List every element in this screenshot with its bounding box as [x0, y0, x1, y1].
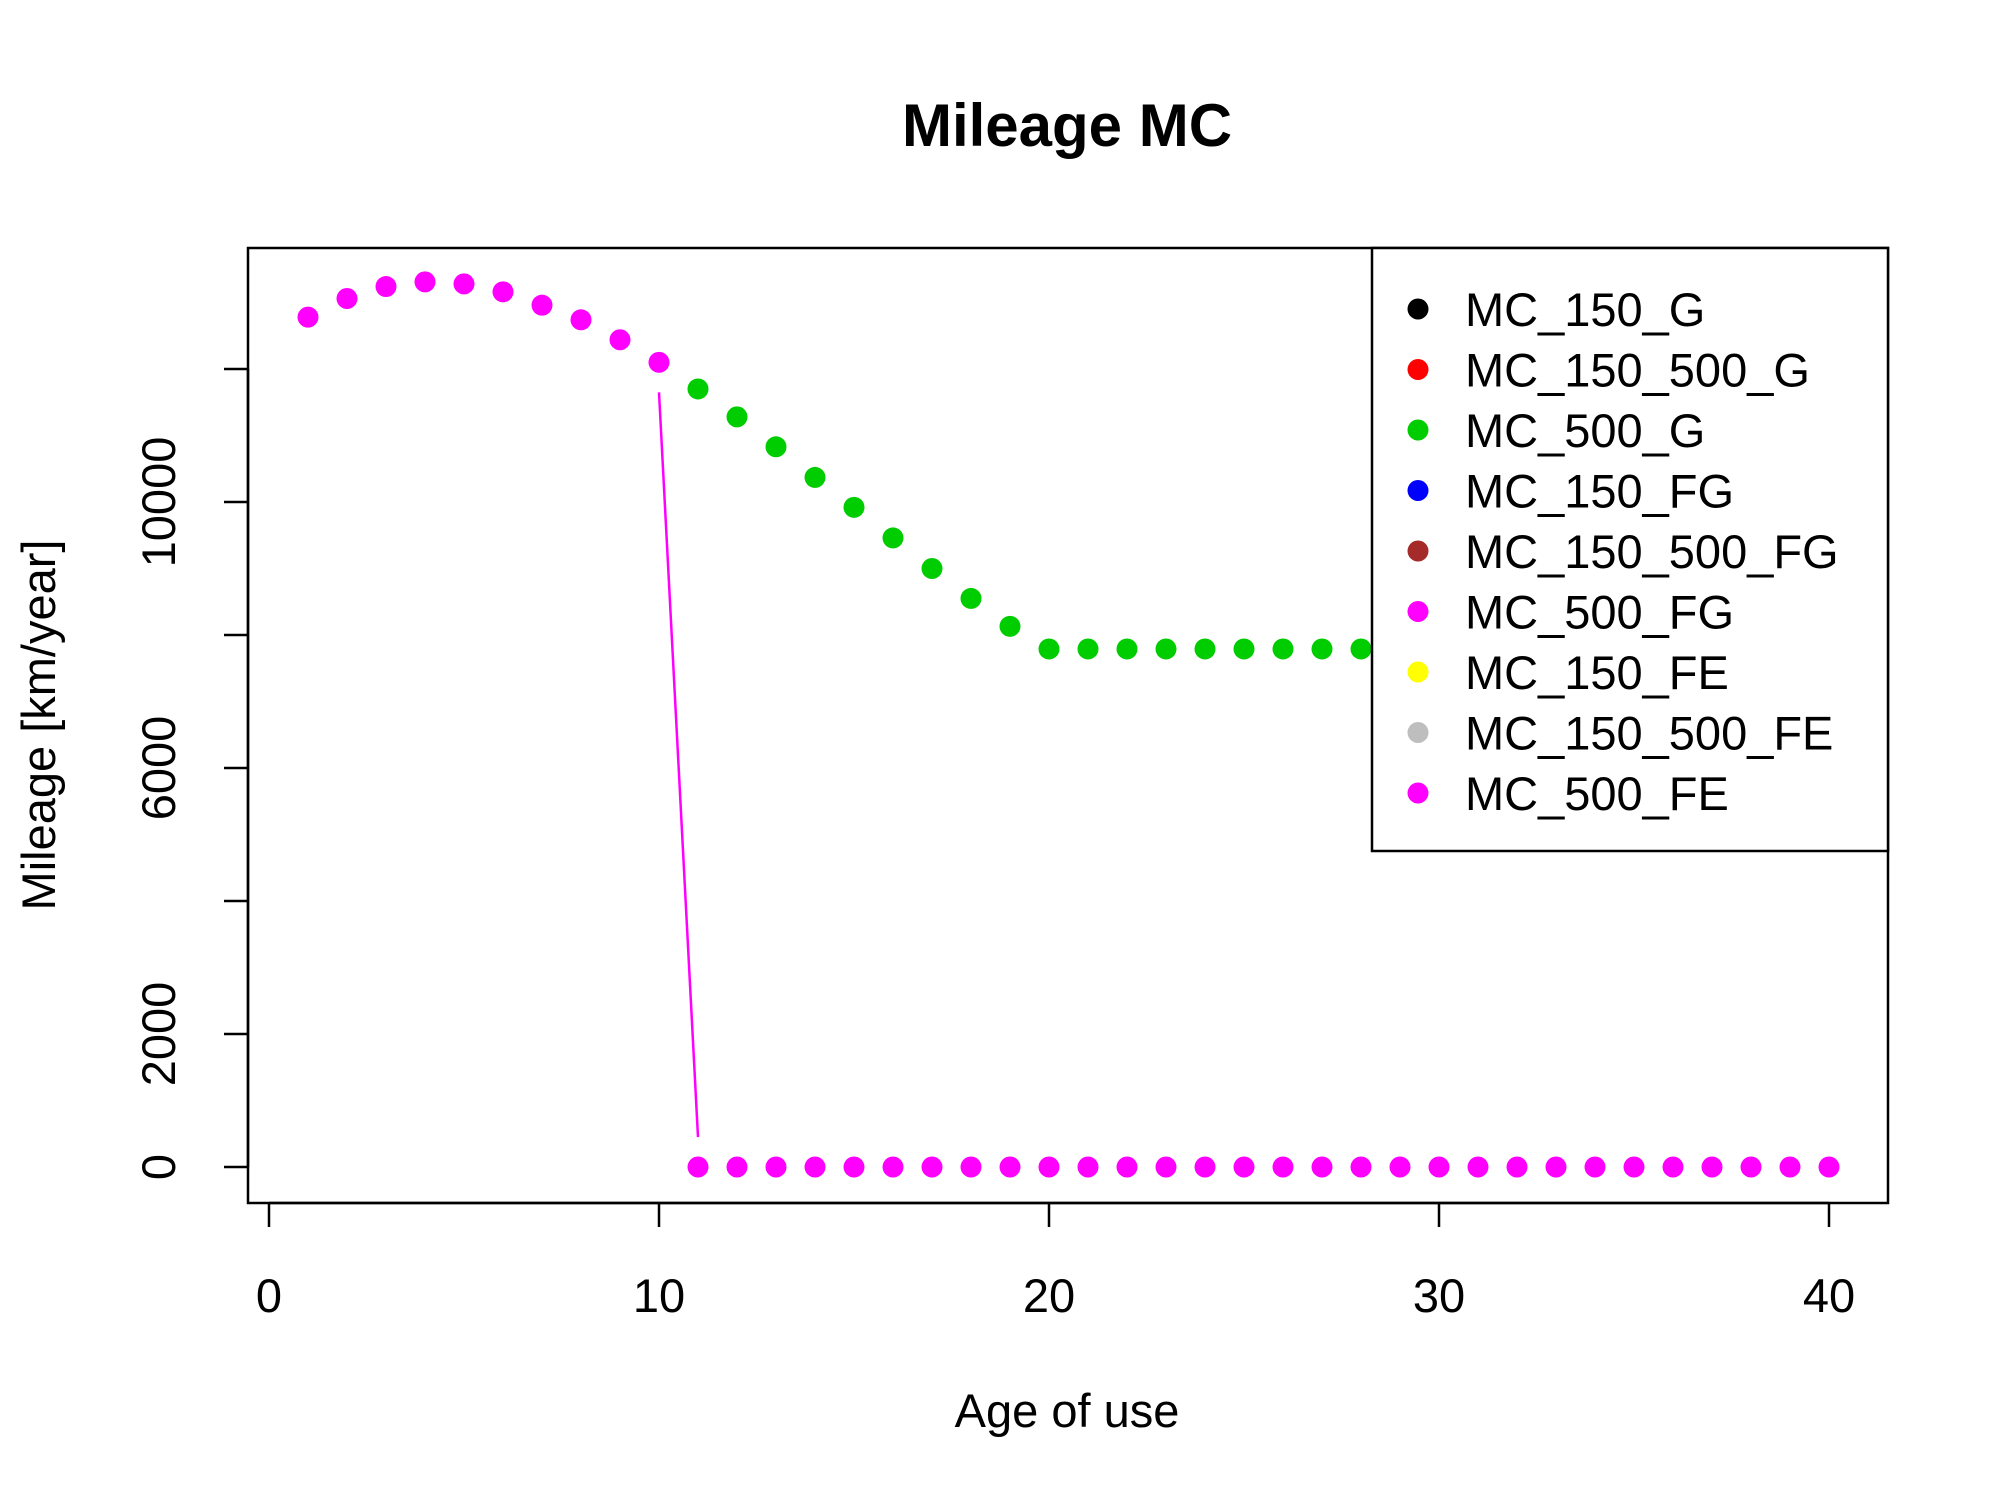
data-point — [1311, 638, 1333, 660]
data-point — [1545, 1156, 1567, 1178]
data-point — [726, 406, 748, 428]
x-tick-label: 10 — [633, 1269, 685, 1322]
y-tick-label: 10000 — [132, 437, 185, 568]
data-point — [1701, 1156, 1723, 1178]
data-point — [453, 273, 475, 295]
data-point — [570, 309, 592, 331]
data-point — [1038, 638, 1060, 660]
x-tick-label: 40 — [1803, 1269, 1855, 1322]
legend-marker — [1407, 661, 1429, 683]
legend-marker — [1407, 601, 1429, 622]
data-point — [1584, 1156, 1606, 1178]
y-axis: 0 2000 6000 10000 — [132, 367, 250, 1180]
legend-marker — [1407, 419, 1429, 441]
data-point — [804, 1156, 826, 1178]
data-point — [1740, 1156, 1762, 1178]
legend-label: MC_150_FE — [1465, 646, 1729, 699]
legend-label: MC_150_500_G — [1465, 344, 1810, 397]
data-point — [1818, 1156, 1840, 1178]
data-point — [1350, 1156, 1372, 1178]
data-point — [1194, 1156, 1216, 1178]
data-point — [1428, 1156, 1450, 1178]
legend-label: MC_500_FG — [1465, 586, 1734, 639]
legend-label: MC_500_G — [1465, 404, 1705, 457]
data-point — [804, 466, 826, 488]
legend-box — [1370, 246, 1890, 853]
legend-label: MC_150_500_FE — [1465, 707, 1833, 760]
data-point — [999, 1156, 1021, 1178]
data-point — [1623, 1156, 1645, 1178]
data-point — [1038, 1156, 1060, 1178]
data-point — [375, 276, 397, 298]
data-point — [960, 1156, 982, 1178]
data-point — [765, 436, 787, 458]
data-point — [1116, 638, 1138, 660]
points-layer — [297, 271, 1840, 1178]
data-point — [1662, 1156, 1684, 1178]
data-point — [726, 1156, 748, 1178]
legend-marker — [1407, 782, 1429, 804]
data-point — [1350, 638, 1372, 660]
legend-marker — [1407, 359, 1429, 380]
data-point — [921, 558, 943, 579]
data-point — [1233, 1156, 1255, 1178]
y-tick-label: 6000 — [132, 716, 185, 821]
legend-marker — [1407, 480, 1429, 501]
x-tick-label: 20 — [1023, 1269, 1075, 1322]
data-point — [336, 288, 358, 310]
legend-marker — [1407, 722, 1429, 743]
line-layer — [657, 392, 700, 1138]
data-point — [297, 306, 319, 328]
data-point — [1077, 1156, 1099, 1178]
data-point — [1116, 1156, 1138, 1178]
x-axis-label: Age of use — [955, 1384, 1180, 1437]
data-point — [648, 351, 670, 373]
data-point — [414, 271, 436, 293]
data-point — [765, 1156, 787, 1178]
data-point — [1233, 638, 1255, 660]
data-point — [882, 527, 904, 549]
data-point — [531, 294, 553, 316]
data-point — [1155, 1156, 1177, 1178]
data-point — [1155, 638, 1177, 660]
data-point — [1506, 1156, 1528, 1178]
data-point — [843, 496, 865, 518]
data-point — [882, 1156, 904, 1178]
x-axis: 0 10 20 30 40 — [256, 1201, 1855, 1322]
data-point — [1272, 1156, 1294, 1178]
legend: MC_150_G MC_150_500_G MC_500_G MC_150_FG MC_… — [1370, 246, 1890, 853]
legend-marker — [1407, 540, 1429, 562]
data-point — [1467, 1156, 1489, 1178]
data-point — [687, 1156, 709, 1178]
legend-label: MC_150_FG — [1465, 465, 1734, 518]
data-point — [609, 329, 631, 351]
data-point — [921, 1156, 943, 1178]
data-point — [1779, 1156, 1801, 1178]
x-tick-label: 0 — [256, 1269, 282, 1322]
data-point — [492, 281, 514, 303]
chart-title: Mileage MC — [902, 92, 1232, 159]
data-point — [1389, 1156, 1411, 1178]
legend-marker — [1407, 298, 1429, 320]
series-line — [657, 392, 700, 1138]
y-axis-label: Mileage [km/year] — [12, 540, 65, 911]
data-point — [687, 378, 709, 400]
y-tick-label: 2000 — [132, 982, 185, 1087]
data-point — [960, 587, 982, 609]
data-point — [1194, 638, 1216, 660]
x-tick-label: 30 — [1413, 1269, 1465, 1322]
data-point — [1272, 638, 1294, 660]
data-point — [843, 1156, 865, 1178]
data-point — [999, 615, 1021, 637]
y-tick-label: 0 — [132, 1154, 185, 1180]
legend-label: MC_150_500_FG — [1465, 525, 1839, 578]
data-point — [1311, 1156, 1333, 1178]
legend-label: MC_500_FE — [1465, 767, 1729, 820]
legend-label: MC_150_G — [1465, 283, 1705, 336]
data-point — [1077, 638, 1099, 660]
